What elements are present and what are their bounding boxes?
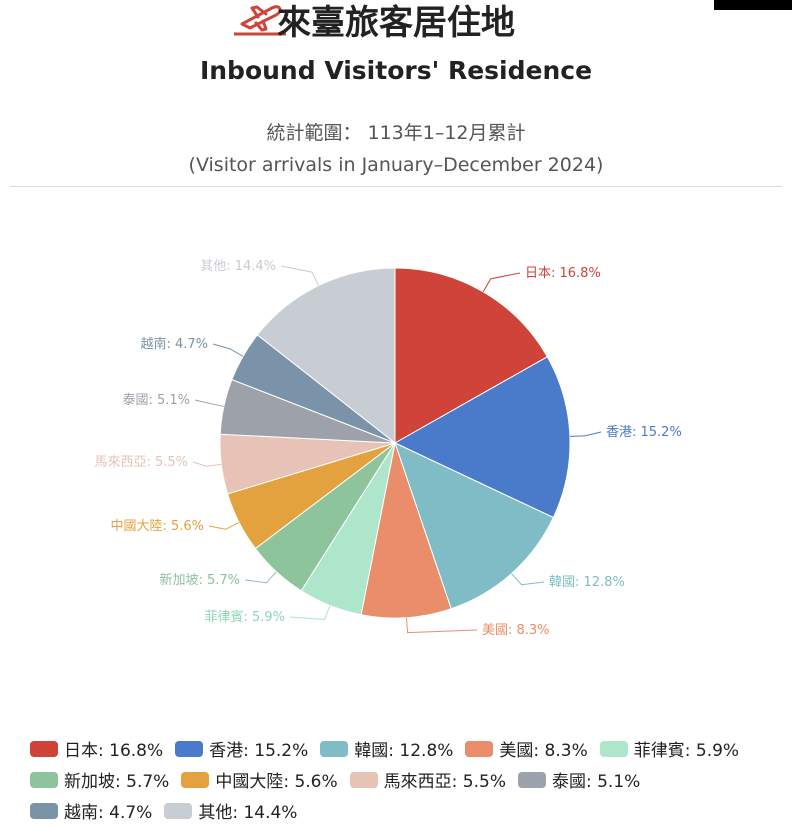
header-divider	[10, 186, 782, 187]
slice-label-3: 韓國: 12.8%	[549, 575, 625, 590]
legend-swatch	[320, 740, 349, 757]
legend-swatch	[164, 802, 193, 819]
scope-text-zh: 統計範圍： 113年1–12月累計	[266, 122, 526, 144]
legend-swatch	[599, 740, 628, 757]
leader-line-10	[212, 343, 244, 357]
legend-item[interactable]: 越南: 4.7%	[30, 798, 152, 823]
legend-swatch	[175, 740, 204, 757]
slice-label-8: 馬來西亞: 5.5%	[94, 455, 188, 470]
legend-swatch	[465, 740, 494, 757]
leader-line-4	[406, 617, 478, 634]
leader-line-7	[208, 522, 240, 530]
legend-label: 日本: 16.8%	[64, 741, 164, 761]
leader-line-2	[569, 431, 602, 437]
legend-label: 韓國: 12.8%	[354, 741, 454, 761]
pie-slice-2[interactable]	[393, 356, 571, 519]
leader-line-5	[289, 605, 331, 620]
legend-item[interactable]: 新加坡: 5.7%	[30, 767, 169, 792]
legend-label: 泰國: 5.1%	[551, 772, 641, 792]
leader-line-9	[194, 399, 224, 407]
slice-label-9: 泰國: 5.1%	[122, 393, 190, 408]
legend-item[interactable]: 美國: 8.3%	[465, 736, 588, 761]
scope-text-en: (Visitor arrivals in January–December 20…	[188, 154, 604, 176]
slice-label-1: 日本: 16.8%	[525, 266, 601, 281]
slice-label-5: 菲律賓: 5.9%	[204, 609, 285, 625]
pie-slice-3[interactable]	[394, 442, 555, 610]
leader-line-1	[482, 272, 521, 293]
legend-item[interactable]: 中國大陸: 5.6%	[181, 767, 338, 792]
slice-label-4: 美國: 8.3%	[482, 623, 550, 638]
legend-label: 新加坡: 5.7%	[64, 772, 170, 792]
pie-slice-11[interactable]	[256, 267, 396, 445]
legend-swatch	[349, 771, 378, 788]
slice-label-11: 其他: 14.4%	[200, 259, 276, 274]
legend-item[interactable]: 香港: 15.2%	[175, 736, 308, 761]
legend-item[interactable]: 韓國: 12.8%	[320, 736, 453, 761]
leader-line-3	[511, 573, 545, 586]
slice-label-7: 中國大陸: 5.6%	[110, 518, 204, 534]
legend-row: 越南: 4.7% 其他: 14.4%	[30, 795, 780, 826]
legend-label: 菲律賓: 5.9%	[633, 741, 740, 761]
legend-swatch	[181, 771, 210, 788]
corner-block	[714, 0, 792, 10]
legend-label: 美國: 8.3%	[499, 741, 588, 761]
legend-item[interactable]: 泰國: 5.1%	[517, 767, 641, 792]
legend-swatch	[30, 740, 58, 757]
page-title-zh: 來臺旅客居住地	[277, 3, 515, 43]
pie-chart: 日本: 16.8% 香港: 15.2% 韓國: 12.8% 美國: 8.3% 菲律賓: …	[94, 259, 682, 638]
leader-line-11	[280, 265, 319, 286]
leader-line-8	[192, 461, 222, 467]
slice-label-10: 越南: 4.7%	[140, 336, 208, 352]
pie-slice-4[interactable]	[360, 441, 452, 619]
legend-item[interactable]: 菲律賓: 5.9%	[599, 736, 740, 761]
slice-label-2: 香港: 15.2%	[606, 425, 682, 440]
legend-swatch	[30, 771, 58, 788]
legend-swatch	[30, 802, 58, 819]
legend-label: 中國大陸: 5.6%	[215, 772, 338, 792]
slice-label-6: 新加坡: 5.7%	[159, 572, 240, 588]
legend-swatch	[517, 771, 546, 788]
pie-slice-1[interactable]	[394, 267, 548, 444]
legend-item[interactable]: 其他: 14.4%	[164, 798, 297, 823]
legend-label: 馬來西亞: 5.5%	[383, 772, 506, 792]
legend-row: 新加坡: 5.7% 中國大陸: 5.6% 馬來西亞: 5.5% 泰國: 5.1%	[30, 764, 780, 795]
legend-item[interactable]: 日本: 16.8%	[30, 736, 163, 761]
legend-item[interactable]: 馬來西亞: 5.5%	[349, 767, 506, 792]
airplane-icon	[234, 5, 286, 36]
page-title-en: Inbound Visitors' Residence	[199, 56, 593, 85]
legend-row: 日本: 16.8% 香港: 15.2% 韓國: 12.8% 美國: 8.3% 菲律賓: …	[30, 733, 780, 764]
legend-label: 越南: 4.7%	[64, 803, 153, 823]
legend-label: 香港: 15.2%	[209, 741, 309, 761]
legend-label: 其他: 14.4%	[198, 803, 298, 823]
chart-legend: 日本: 16.8% 香港: 15.2% 韓國: 12.8% 美國: 8.3% 菲律賓: …	[30, 733, 780, 826]
leader-line-6	[244, 571, 277, 584]
